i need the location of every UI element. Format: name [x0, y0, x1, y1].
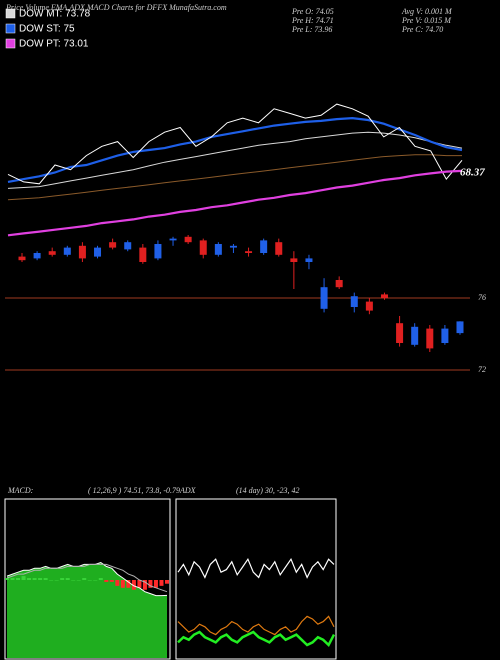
candle-body — [411, 326, 419, 345]
series-line — [7, 116, 463, 183]
histogram-bar — [137, 580, 142, 588]
candle-body — [441, 328, 449, 343]
series-line — [7, 154, 462, 201]
candle-body — [365, 301, 373, 311]
histogram-bar — [93, 580, 98, 581]
macd-subtitle: ( 12,26,9 ) 74.51, 73.8, -0.79 — [88, 486, 180, 495]
stat-text: Pre V: 0.015 M — [401, 16, 452, 25]
adx-line — [177, 630, 336, 648]
histogram-bar — [60, 578, 65, 580]
series-line — [7, 103, 463, 185]
legend-swatch — [5, 23, 16, 34]
histogram-bar — [98, 578, 103, 580]
macd-line — [6, 563, 168, 593]
candle-body — [350, 296, 358, 307]
chart-title: Price,Volume,EMA,ADX,MACD Charts for DFF… — [5, 3, 227, 12]
y-tick-label: 72 — [478, 365, 486, 374]
candle-body — [154, 244, 162, 259]
histogram-bar — [82, 578, 87, 580]
adx-line — [177, 615, 335, 636]
adx-panel — [175, 498, 337, 660]
candle-body — [229, 245, 237, 248]
candle-body — [139, 247, 147, 262]
stat-text: Pre H: 74.71 — [291, 16, 334, 25]
histogram-bar — [5, 578, 9, 580]
histogram-bar — [120, 580, 125, 588]
histogram-bar — [43, 578, 48, 580]
candle-body — [184, 236, 192, 243]
histogram-bar — [32, 578, 37, 580]
candle-body — [109, 242, 117, 248]
candle-body — [245, 251, 253, 253]
series-line — [7, 169, 463, 237]
last-value-label: 68.37 — [460, 166, 485, 178]
histogram-bar — [21, 576, 26, 580]
candle-body — [94, 247, 102, 257]
candle-body — [380, 294, 388, 298]
stat-text: Avg V: 0.001 M — [401, 7, 453, 16]
legend-label: DOW MT: 73.78 — [19, 9, 91, 20]
candle-body — [33, 253, 41, 259]
histogram-bar — [131, 580, 136, 590]
histogram-bar — [38, 578, 43, 580]
candle-body — [63, 247, 71, 255]
candle-body — [275, 242, 283, 255]
legend-swatch — [5, 38, 16, 49]
adx-subtitle: (14 day) 30, -23, 42 — [236, 486, 300, 495]
candle-body — [124, 242, 132, 250]
histogram-bar — [142, 580, 147, 590]
candle-body — [78, 245, 86, 259]
stat-text: Pre L: 73.96 — [291, 25, 332, 34]
histogram-bar — [159, 580, 164, 586]
histogram-bar — [165, 580, 169, 584]
candle-body — [18, 256, 26, 261]
candle-body — [48, 251, 56, 255]
histogram-bar — [16, 578, 21, 580]
candle-body — [396, 323, 404, 343]
legend-label: DOW ST: 75 — [19, 24, 75, 35]
histogram-bar — [148, 580, 153, 588]
candle-body — [214, 244, 222, 255]
series-line — [7, 131, 463, 189]
macd-line — [6, 561, 168, 597]
macd-title: MACD: — [7, 486, 34, 495]
candle-body — [290, 258, 298, 262]
histogram-bar — [71, 580, 76, 581]
histogram-bar — [109, 580, 114, 582]
legend-swatch — [5, 8, 16, 19]
histogram-bar — [54, 580, 59, 581]
adx-line — [177, 557, 335, 579]
histogram-bar — [76, 580, 81, 581]
stat-text: Pre C: 74.70 — [401, 25, 443, 34]
candle-body — [335, 280, 343, 288]
histogram-bar — [115, 580, 120, 586]
histogram-bar — [10, 578, 15, 580]
candle-body — [260, 240, 268, 253]
histogram-bar — [87, 580, 92, 581]
y-tick-label: 76 — [478, 293, 486, 302]
candle-body — [305, 258, 313, 262]
histogram-bar — [49, 580, 54, 581]
legend-label: DOW PT: 73.01 — [19, 39, 89, 50]
candle-body — [320, 287, 328, 309]
histogram-bar — [153, 580, 158, 588]
adx-title: ADX — [179, 486, 197, 495]
stat-text: Pre O: 74.05 — [291, 7, 334, 16]
histogram-bar — [104, 580, 109, 582]
candle-body — [456, 321, 464, 334]
histogram-bar — [27, 578, 32, 580]
candle-body — [199, 240, 207, 255]
candle-body — [426, 328, 434, 349]
candle-body — [169, 238, 177, 241]
histogram-bar — [126, 580, 131, 588]
histogram-bar — [65, 578, 70, 580]
